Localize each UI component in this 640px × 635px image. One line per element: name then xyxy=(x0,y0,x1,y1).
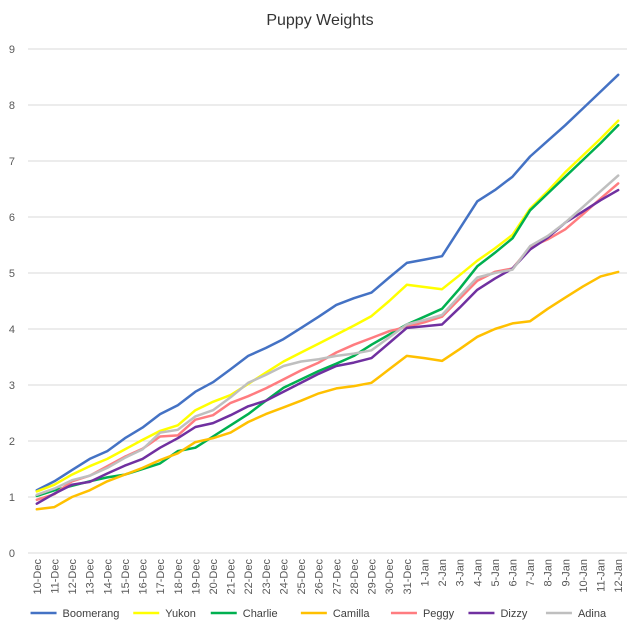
x-tick-label: 17-Dec xyxy=(155,559,167,595)
y-tick-label: 0 xyxy=(9,548,15,560)
legend-label-camilla: Camilla xyxy=(333,608,371,620)
series-line-yukon xyxy=(35,119,620,493)
x-tick-label: 29-Dec xyxy=(367,559,379,595)
x-tick-label: 31-Dec xyxy=(402,559,414,595)
x-tick-label: 21-Dec xyxy=(226,559,238,595)
x-tick-label: 19-Dec xyxy=(190,559,202,595)
series-line-boomerang xyxy=(35,73,620,492)
x-tick-label: 22-Dec xyxy=(243,559,255,595)
x-tick-label: 28-Dec xyxy=(349,559,361,595)
x-tick-label: 1-Jan xyxy=(419,559,431,587)
y-tick-label: 8 xyxy=(9,100,15,112)
legend-label-peggy: Peggy xyxy=(423,608,455,620)
x-tick-label: 20-Dec xyxy=(208,559,220,595)
x-tick-label: 2-Jan xyxy=(437,559,449,587)
x-tick-label: 8-Jan xyxy=(543,559,555,587)
x-tick-label: 3-Jan xyxy=(455,559,467,587)
x-tick-label: 27-Dec xyxy=(331,559,343,595)
legend-label-adina: Adina xyxy=(578,608,607,620)
x-tick-label: 15-Dec xyxy=(120,559,132,595)
y-tick-label: 1 xyxy=(9,492,15,504)
legend-label-charlie: Charlie xyxy=(243,608,278,620)
y-tick-label: 9 xyxy=(9,44,15,56)
y-tick-label: 3 xyxy=(9,380,15,392)
x-tick-label: 14-Dec xyxy=(102,559,114,595)
x-tick-label: 16-Dec xyxy=(138,559,150,595)
x-tick-label: 11-Dec xyxy=(49,559,61,594)
x-tick-label: 4-Jan xyxy=(472,559,484,587)
x-tick-label: 6-Jan xyxy=(507,559,519,587)
x-tick-label: 10-Jan xyxy=(578,559,590,593)
x-tick-label: 23-Dec xyxy=(261,559,273,595)
y-tick-label: 2 xyxy=(9,436,15,448)
series-line-adina xyxy=(35,174,620,497)
series-line-camilla xyxy=(35,270,620,511)
x-tick-label: 12-Jan xyxy=(613,559,625,593)
series-line-peggy xyxy=(35,182,620,502)
x-tick-label: 25-Dec xyxy=(296,559,308,595)
legend-label-boomerang: Boomerang xyxy=(63,608,120,620)
x-tick-label: 5-Jan xyxy=(490,559,502,587)
x-tick-label: 9-Jan xyxy=(560,559,572,587)
y-tick-label: 4 xyxy=(9,324,15,336)
x-tick-label: 11-Jan xyxy=(596,559,608,592)
y-tick-label: 7 xyxy=(9,156,15,168)
legend-label-dizzy: Dizzy xyxy=(500,608,527,620)
x-tick-label: 13-Dec xyxy=(85,559,97,595)
x-tick-label: 26-Dec xyxy=(314,559,326,595)
x-tick-label: 10-Dec xyxy=(32,559,44,595)
y-tick-label: 5 xyxy=(9,268,15,280)
x-tick-label: 24-Dec xyxy=(278,559,290,595)
chart-title: Puppy Weights xyxy=(266,12,373,29)
x-tick-label: 18-Dec xyxy=(173,559,185,595)
y-tick-label: 6 xyxy=(9,212,15,224)
x-tick-label: 7-Jan xyxy=(525,559,537,587)
legend-label-yukon: Yukon xyxy=(165,608,196,620)
x-tick-label: 30-Dec xyxy=(384,559,396,595)
x-tick-label: 12-Dec xyxy=(67,559,79,595)
